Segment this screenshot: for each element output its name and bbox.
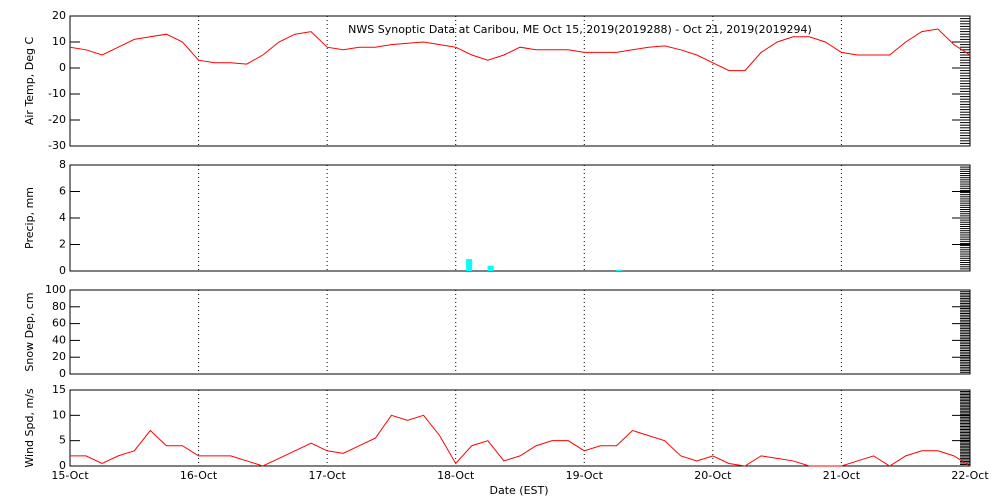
plot-frame [69,289,971,375]
y-tick-label: 5 [59,434,66,447]
x-tick-label: 21-Oct [823,469,861,482]
y-tick-label: 6 [59,185,66,198]
y-tick-label: 0 [59,264,66,277]
y-tick-label: 15 [52,383,66,396]
y-tick-label: 10 [52,35,66,48]
x-tick-label: 17-Oct [308,469,346,482]
x-axis-label: Date (EST) [489,484,548,497]
x-tick-label: 18-Oct [437,469,475,482]
x-tick-label: 20-Oct [694,469,732,482]
y-axis-label: Air Temp, Deg C [23,37,36,126]
y-tick-label: 60 [52,317,66,330]
x-tick-label: 22-Oct [951,469,989,482]
y-axis-label: Snow Dep, cm [23,292,36,371]
data-line [69,28,971,72]
plot-frame [69,164,971,272]
chart-title: NWS Synoptic Data at Caribou, ME Oct 15,… [348,23,812,36]
bar [466,259,473,271]
y-axis-label: Wind Spd, m/s [23,388,36,468]
y-axis-label: Precip, mm [23,187,36,249]
y-tick-label: 100 [45,283,66,296]
plot-frame [69,389,971,467]
x-tick-label: 16-Oct [180,469,218,482]
x-tick-label: 15-Oct [51,469,89,482]
data-line [70,414,971,467]
y-tick-label: 0 [59,367,66,380]
y-tick-label: 2 [59,238,66,251]
y-tick-label: 10 [52,408,66,421]
y-tick-label: 40 [52,333,66,346]
x-tick-label: 19-Oct [566,469,604,482]
y-tick-label: 0 [59,61,66,74]
y-tick-label: -20 [48,113,66,126]
y-tick-label: -10 [48,87,66,100]
y-tick-label: 20 [52,350,66,363]
y-tick-label: 20 [52,9,66,22]
y-tick-label: 80 [52,300,66,313]
bar [487,265,494,271]
y-tick-label: 0 [59,459,66,472]
y-tick-label: 8 [59,158,66,171]
y-tick-label: -30 [48,139,66,152]
bar [616,269,623,271]
y-tick-label: 4 [59,211,66,224]
